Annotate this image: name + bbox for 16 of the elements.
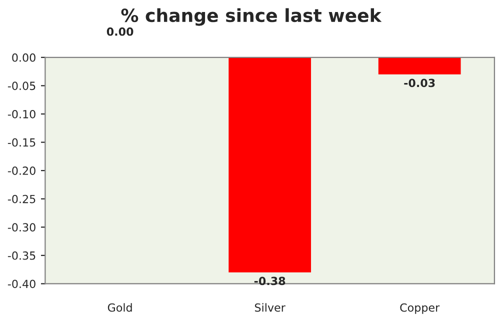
- y-tick-label: -0.40: [8, 280, 36, 288]
- x-tick-label: Gold: [108, 303, 132, 312]
- chart-title: % change since last week: [121, 8, 382, 26]
- y-tick-label: 0.00: [12, 53, 36, 62]
- y-tick-label: -0.10: [8, 110, 36, 118]
- data-label: -0.03: [404, 78, 435, 88]
- data-label: -0.38: [254, 276, 286, 286]
- y-tick-label: -0.25: [8, 194, 36, 204]
- data-label: 0.00: [106, 27, 134, 36]
- y-tick-label: -0.15: [8, 138, 36, 147]
- y-tick-label: -0.30: [8, 223, 36, 232]
- x-tick-label: Copper: [400, 303, 440, 314]
- y-tick-label: -0.05: [8, 82, 36, 90]
- x-tick-label: Silver: [254, 303, 286, 312]
- y-tick-label: -0.35: [8, 251, 36, 260]
- y-tick-label: -0.20: [8, 166, 36, 175]
